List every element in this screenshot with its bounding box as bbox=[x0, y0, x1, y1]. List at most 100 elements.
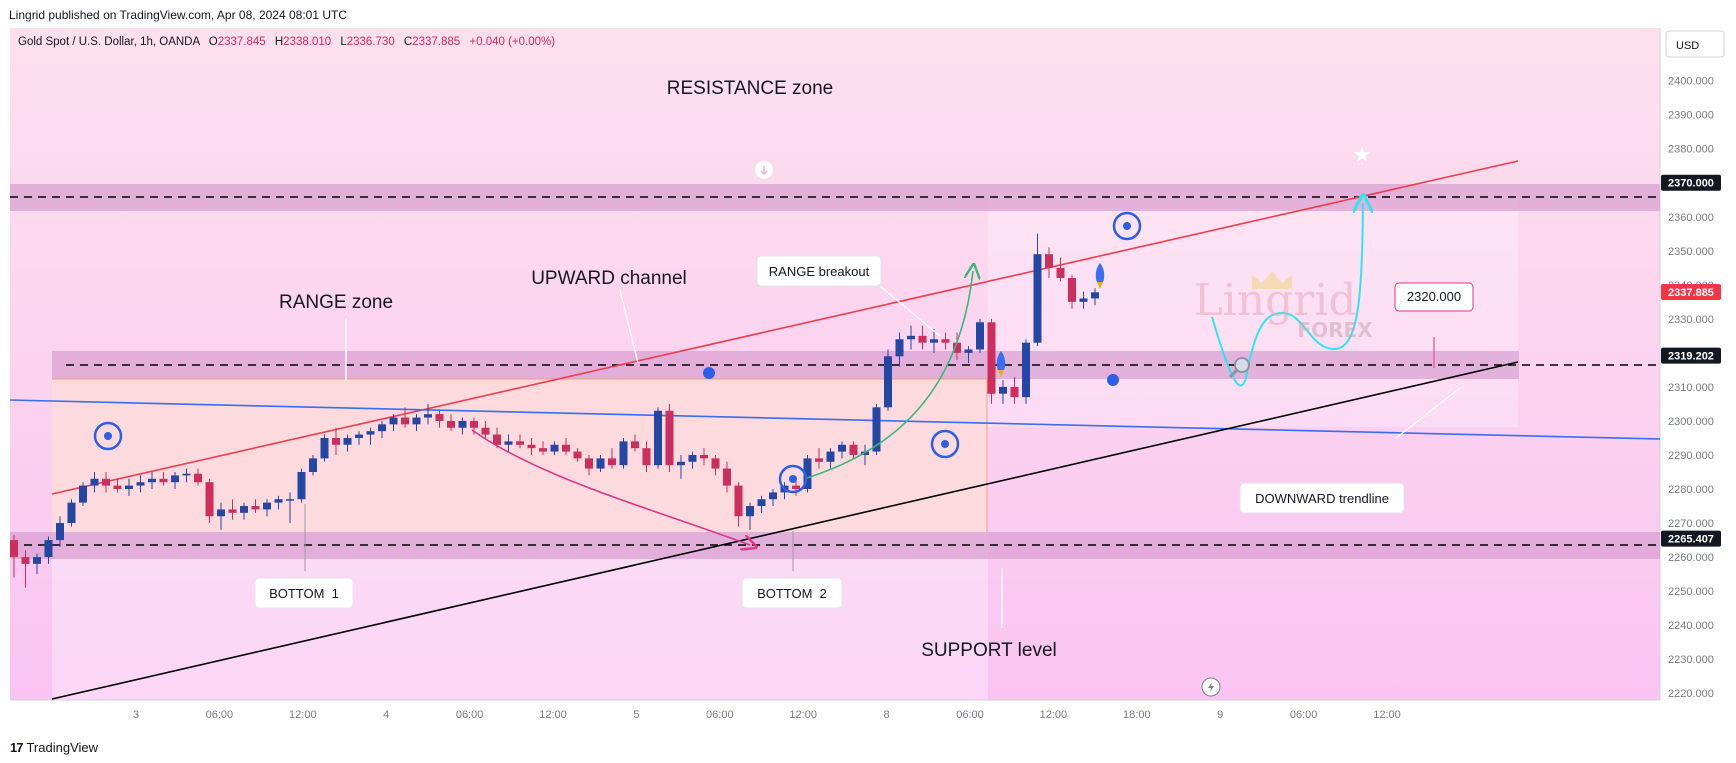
y-tick-label: 2220.000 bbox=[1668, 688, 1714, 700]
tradingview-brand-text: TradingView bbox=[26, 740, 99, 755]
candle bbox=[343, 434, 352, 452]
candle bbox=[815, 448, 823, 469]
candle-body bbox=[918, 335, 927, 343]
candle-body bbox=[458, 420, 467, 428]
x-tick-label: 06:00 bbox=[206, 709, 234, 721]
x-axis: 3 06:00 12:00 4 06:00 12:00 5 06:00 12:00 8 06:00 1… bbox=[133, 709, 1401, 721]
candle bbox=[44, 536, 53, 564]
candle-body bbox=[136, 482, 145, 486]
candle bbox=[332, 427, 340, 455]
trendline-pointer bbox=[1395, 387, 1461, 439]
candle-body bbox=[102, 478, 110, 486]
pivot-dot-1 bbox=[703, 367, 715, 379]
candle-body bbox=[332, 437, 340, 445]
candle bbox=[838, 441, 846, 459]
x-tick-label: 12:00 bbox=[1040, 709, 1068, 721]
candle bbox=[757, 495, 766, 513]
candle-body bbox=[1068, 278, 1076, 302]
time-axis-panel bbox=[0, 700, 1660, 733]
price-axis-label-bg bbox=[1661, 284, 1721, 301]
candle-body bbox=[838, 444, 846, 452]
candle bbox=[309, 454, 317, 476]
touch-circle-3 bbox=[930, 429, 960, 459]
rocket-icon bbox=[996, 351, 1006, 377]
candle-body bbox=[320, 437, 329, 459]
rocket-icon bbox=[1095, 263, 1105, 289]
candle-body bbox=[493, 434, 501, 445]
candle bbox=[1022, 339, 1030, 404]
candle-body bbox=[240, 506, 248, 513]
candle-body bbox=[1091, 292, 1099, 299]
candle bbox=[159, 471, 168, 486]
candle-body bbox=[205, 482, 214, 517]
magnifier-icon bbox=[1228, 357, 1250, 379]
candle bbox=[849, 441, 858, 459]
candle bbox=[217, 502, 225, 530]
touch-circle-1 bbox=[93, 421, 123, 451]
candle-body bbox=[251, 506, 260, 510]
footer: 17 TradingView bbox=[0, 733, 1736, 763]
candle bbox=[194, 468, 202, 486]
candle bbox=[148, 471, 156, 490]
y-tick-label: 2390.000 bbox=[1668, 110, 1714, 122]
candle-body bbox=[803, 458, 812, 490]
tradingview-brand[interactable]: 17 TradingView bbox=[10, 740, 98, 755]
candle-body bbox=[159, 478, 168, 483]
x-tick-label: 18:00 bbox=[1123, 709, 1151, 721]
candle-body bbox=[113, 485, 122, 490]
candle bbox=[700, 448, 708, 466]
touch-dot-1 bbox=[104, 432, 112, 440]
candle-body bbox=[1022, 342, 1030, 398]
candle bbox=[723, 461, 731, 493]
candle-body bbox=[895, 339, 904, 357]
candle-body bbox=[930, 339, 938, 343]
candle-body bbox=[366, 431, 375, 435]
candle bbox=[1091, 288, 1099, 306]
candle bbox=[872, 403, 881, 455]
upward-channel-pointer bbox=[619, 289, 639, 364]
y-tick-label: 2330.000 bbox=[1668, 314, 1714, 326]
candle bbox=[21, 550, 30, 588]
price-axis-label: 2265.407 bbox=[1661, 530, 1721, 547]
touch-dot-3 bbox=[941, 440, 949, 448]
candle bbox=[1068, 274, 1076, 309]
y-tick-label: 2360.000 bbox=[1668, 212, 1714, 224]
price-axis-label-bg bbox=[1661, 347, 1721, 364]
symbol-legend: Gold Spot / U.S. Dollar, 1h, OANDA O2337… bbox=[18, 36, 555, 48]
candle bbox=[1010, 376, 1019, 404]
candle bbox=[562, 437, 570, 455]
candle-body bbox=[964, 349, 973, 353]
touch-circle-2 bbox=[778, 464, 808, 494]
candle-body bbox=[527, 444, 536, 449]
price-axis-label-text: 2337.885 bbox=[1668, 287, 1714, 299]
candle-body bbox=[274, 499, 283, 503]
candle-body bbox=[79, 485, 87, 503]
x-tick-label: 12:00 bbox=[789, 709, 817, 721]
candle bbox=[930, 329, 938, 353]
downward-trendline-callout: DOWNWARD trendline bbox=[1239, 482, 1405, 514]
candle bbox=[378, 420, 386, 438]
bottom1-callout: BOTTOM 1 bbox=[254, 577, 354, 609]
touch-dot-4 bbox=[1123, 222, 1131, 230]
candle-body bbox=[389, 417, 398, 425]
publish-bar: Lingrid published on TradingView.com, Ap… bbox=[0, 0, 1736, 28]
x-tick-label: 06:00 bbox=[956, 709, 984, 721]
svg-text:RANGE breakout: RANGE breakout bbox=[769, 264, 870, 279]
currency-selector[interactable]: USD bbox=[1665, 30, 1725, 58]
x-tick-label: 12:00 bbox=[539, 709, 567, 721]
candle bbox=[113, 478, 122, 493]
y-tick-label: 2310.000 bbox=[1668, 382, 1714, 394]
candle bbox=[677, 454, 685, 479]
candle-body bbox=[884, 356, 892, 408]
candle bbox=[987, 318, 996, 404]
candle-body bbox=[309, 458, 317, 472]
pivot-dot-2 bbox=[1107, 374, 1119, 386]
candle-body bbox=[1045, 254, 1053, 268]
candle-body bbox=[21, 557, 30, 564]
lightning-icon[interactable] bbox=[1201, 677, 1221, 697]
candle bbox=[205, 478, 214, 524]
price-chart[interactable]: 2220.000 2230.000 2240.000 2250.000 2260.000… bbox=[0, 28, 1736, 733]
candle bbox=[274, 495, 283, 510]
publish-info: Lingrid published on TradingView.com, Ap… bbox=[9, 8, 347, 22]
crown-icon bbox=[1252, 271, 1292, 289]
